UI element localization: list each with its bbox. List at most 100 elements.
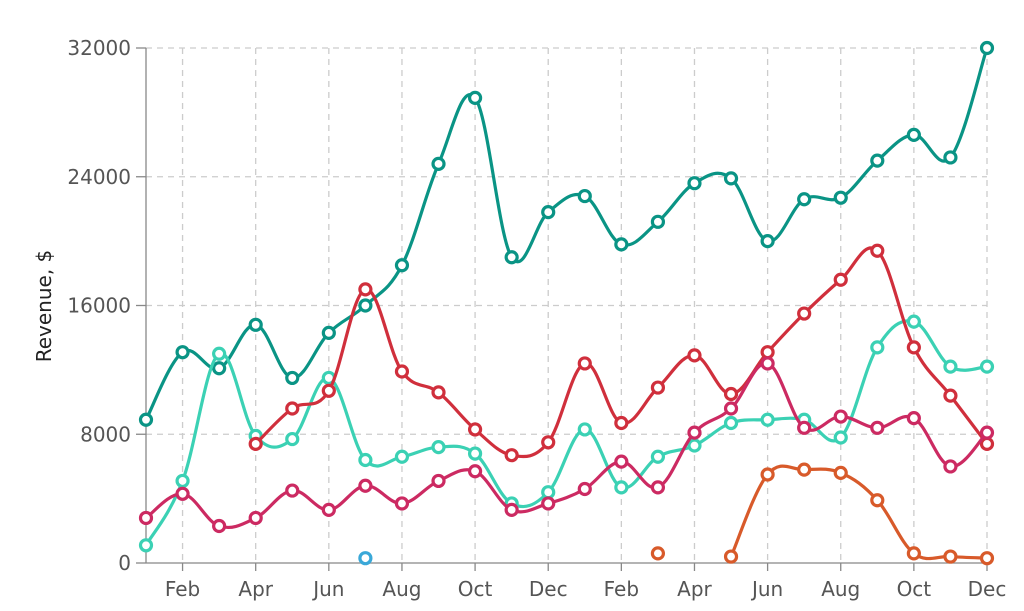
- data-point: [394, 364, 410, 379]
- data-point: [358, 282, 373, 297]
- data-point: [614, 454, 629, 469]
- data-point: [614, 415, 629, 431]
- data-point: [687, 425, 702, 440]
- data-point: [614, 237, 629, 252]
- data-point: [431, 156, 446, 171]
- data-point: [979, 359, 995, 374]
- data-point: [541, 205, 556, 220]
- data-point: [943, 549, 958, 564]
- data-point: [979, 425, 995, 440]
- series-group: [138, 40, 995, 566]
- data-point: [870, 340, 885, 355]
- axes: [136, 47, 988, 571]
- data-point: [687, 348, 702, 363]
- data-point: [212, 346, 227, 361]
- x-tick-label: Feb: [604, 577, 639, 601]
- series-3: [248, 243, 995, 463]
- data-point: [577, 481, 592, 497]
- data-point: [723, 171, 739, 186]
- data-point: [943, 388, 958, 403]
- data-point: [358, 551, 373, 566]
- data-point: [614, 480, 629, 495]
- data-point: [504, 250, 519, 265]
- data-point: [394, 496, 410, 511]
- data-point: [797, 462, 812, 477]
- series-2: [138, 314, 995, 553]
- x-tick-label: Oct: [897, 577, 932, 601]
- data-point: [248, 436, 263, 452]
- data-point: [723, 415, 739, 431]
- data-point: [577, 422, 592, 437]
- data-point: [175, 473, 190, 489]
- data-point: [504, 448, 519, 463]
- data-point: [906, 546, 921, 561]
- data-point: [797, 420, 812, 435]
- series-1: [138, 40, 995, 427]
- y-tick-label: 24000: [67, 165, 131, 189]
- data-point: [650, 214, 666, 229]
- data-point: [138, 538, 154, 553]
- data-point: [833, 190, 848, 205]
- data-point: [541, 435, 556, 450]
- data-point: [650, 546, 666, 561]
- x-tick-label: Apr: [677, 577, 712, 601]
- data-point: [321, 383, 336, 398]
- series-line: [144, 46, 989, 422]
- data-point: [394, 258, 410, 273]
- y-tick-label: 16000: [67, 294, 131, 318]
- data-point: [979, 436, 995, 452]
- y-axis-title: Revenue, $: [32, 250, 56, 363]
- series-4: [138, 356, 995, 534]
- data-point: [577, 356, 592, 371]
- data-point: [870, 493, 885, 508]
- x-tick-label: Aug: [821, 577, 860, 601]
- x-tick-label: Apr: [238, 577, 273, 601]
- x-tick-label: Dec: [968, 577, 1007, 601]
- data-point: [906, 314, 921, 329]
- data-point: [248, 510, 263, 526]
- data-point: [870, 243, 885, 258]
- data-point: [760, 467, 775, 482]
- data-point: [650, 449, 666, 464]
- data-point: [943, 459, 958, 474]
- x-tick-label: Oct: [458, 577, 493, 601]
- data-point: [723, 401, 739, 416]
- data-point: [833, 465, 848, 480]
- data-point: [650, 380, 666, 395]
- data-point: [504, 502, 519, 517]
- data-point: [687, 438, 702, 453]
- data-point: [431, 385, 446, 400]
- data-point: [760, 356, 775, 371]
- data-point: [541, 485, 556, 500]
- data-point: [760, 234, 775, 249]
- data-point: [467, 422, 483, 437]
- data-point: [723, 386, 739, 402]
- data-point: [467, 446, 483, 461]
- data-point: [943, 150, 958, 165]
- x-tick-label: Aug: [382, 577, 421, 601]
- data-point: [760, 345, 775, 360]
- data-point: [431, 473, 446, 489]
- data-point: [285, 483, 300, 498]
- tick-labels: 0 8000 16000 24000 32000 Feb Apr Jun Aug Oct Dec Fe…: [67, 36, 1006, 601]
- series-line: [254, 246, 989, 459]
- data-point: [467, 464, 483, 479]
- data-point: [358, 452, 373, 468]
- data-point: [394, 449, 410, 464]
- data-point: [797, 306, 812, 321]
- y-tick-label: 0: [118, 551, 131, 575]
- x-tick-label: Jun: [311, 577, 344, 601]
- data-point: [906, 411, 921, 426]
- data-point: [797, 192, 812, 207]
- data-point: [979, 40, 995, 56]
- data-point: [577, 188, 592, 204]
- data-point: [212, 361, 227, 376]
- data-point: [979, 551, 995, 566]
- data-point: [285, 370, 300, 386]
- y-tick-label: 32000: [67, 36, 131, 60]
- data-point: [943, 359, 958, 374]
- x-tick-label: Dec: [529, 577, 568, 601]
- data-point: [650, 480, 666, 495]
- data-point: [687, 176, 702, 191]
